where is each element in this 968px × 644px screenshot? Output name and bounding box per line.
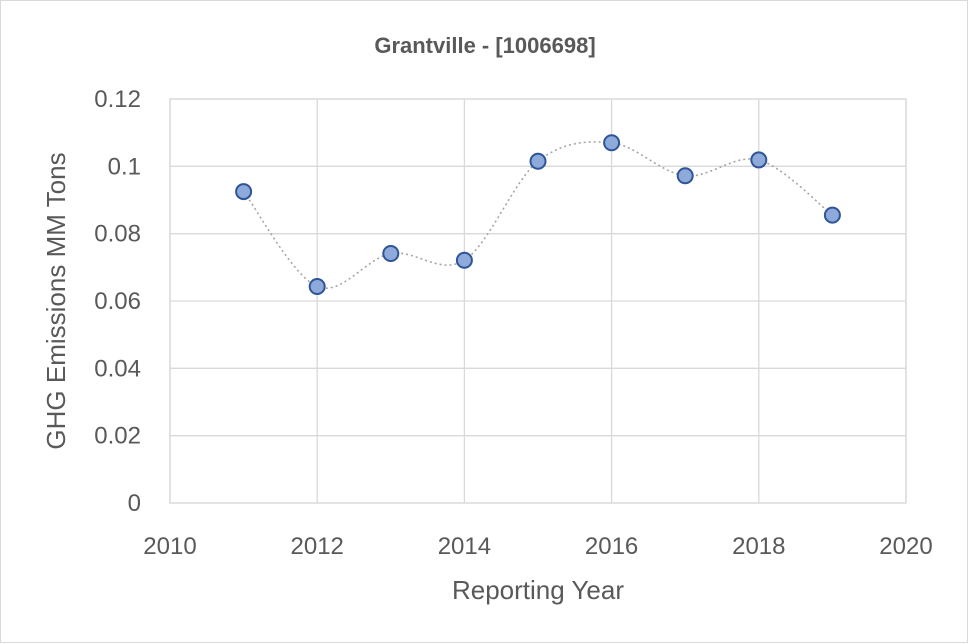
chart-title: Grantville - [1006698] — [374, 33, 595, 58]
x-axis-ticks: 2010 2012 2014 2016 2018 2020 — [143, 533, 932, 560]
y-tick-label: 0.1 — [108, 153, 141, 180]
data-point — [676, 167, 694, 185]
x-tick-label: 2010 — [143, 533, 196, 560]
x-axis-title: Reporting Year — [452, 575, 624, 605]
series-trend-line — [242, 141, 833, 290]
y-axis-ticks: 0 0.02 0.04 0.06 0.08 0.1 0.12 — [94, 86, 141, 517]
y-tick-label: 0.12 — [94, 86, 141, 113]
data-point — [455, 251, 473, 269]
x-tick-label: 2012 — [291, 533, 344, 560]
y-tick-label: 0.08 — [94, 221, 141, 248]
plot-area — [169, 98, 907, 504]
x-tick-label: 2018 — [732, 533, 785, 560]
data-markers — [235, 134, 841, 296]
data-point — [529, 152, 547, 170]
y-tick-label: 0.06 — [94, 288, 141, 315]
x-tick-label: 2020 — [879, 533, 932, 560]
y-tick-label: 0.02 — [94, 423, 141, 450]
data-point — [823, 206, 841, 224]
data-point — [750, 151, 768, 169]
data-point — [603, 134, 621, 152]
x-tick-label: 2014 — [438, 533, 491, 560]
y-tick-label: 0.04 — [94, 355, 141, 382]
y-axis-title: GHG Emissions MM Tons — [41, 152, 71, 449]
y-tick-label: 0 — [128, 490, 141, 517]
data-point — [308, 278, 326, 296]
data-point — [382, 245, 400, 263]
data-point — [235, 183, 253, 201]
x-tick-label: 2016 — [585, 533, 638, 560]
